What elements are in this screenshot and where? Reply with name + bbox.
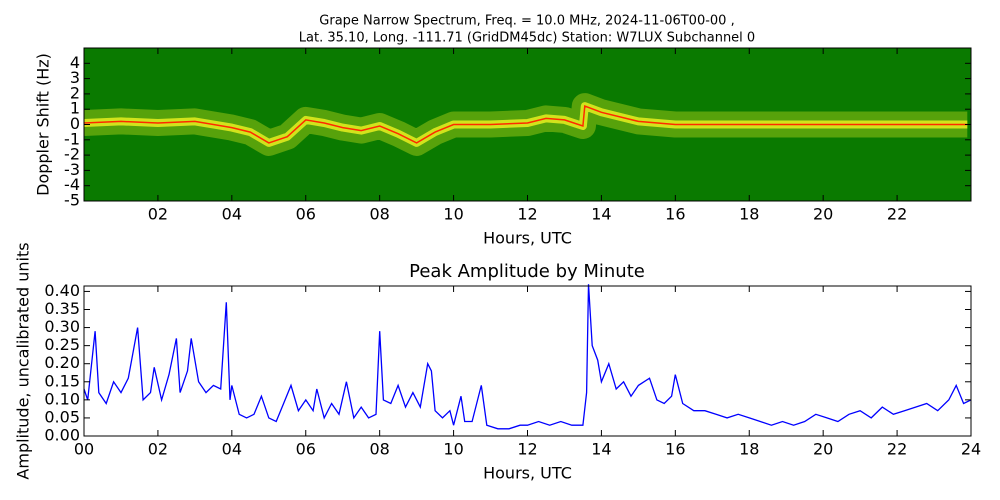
y-tick-label: -5 — [64, 191, 80, 210]
x-tick-label: 18 — [739, 205, 759, 224]
y-axis-label: Doppler Shift (Hz) — [34, 53, 53, 196]
x-tick-label: 14 — [591, 440, 611, 459]
amplitude-line — [83, 284, 972, 430]
plot-frame — [83, 285, 972, 437]
chart-subtitle: Lat. 35.10, Long. -111.71 (GridDM45dc) S… — [299, 31, 755, 46]
plot — [84, 48, 971, 201]
y-tick-label: 4 — [70, 53, 80, 72]
y-tick-label: 3 — [70, 68, 80, 87]
doppler-trace — [84, 105, 968, 144]
y-tick-label: 0 — [70, 114, 80, 133]
x-tick-label: 14 — [591, 205, 611, 224]
x-tick-label: 20 — [813, 440, 833, 459]
x-axis-label: Hours, UTC — [483, 464, 572, 483]
x-axis-label: Hours, UTC — [483, 229, 572, 248]
x-tick-label: 16 — [665, 205, 685, 224]
x-tick-label: 16 — [665, 440, 685, 459]
x-tick-label: 20 — [813, 205, 833, 224]
y-axis-label: Amplitude, uncalibrated units — [14, 242, 33, 479]
x-tick-label: 08 — [369, 205, 389, 224]
y-tick-label: 0.25 — [44, 335, 80, 354]
y-tick-label: 0.40 — [44, 281, 80, 300]
x-tick-label: 18 — [739, 440, 759, 459]
y-tick-label: 2 — [70, 83, 80, 102]
y-tick-label: -3 — [64, 160, 80, 179]
x-tick-label: 10 — [443, 440, 463, 459]
chart-title: Peak Amplitude by Minute — [409, 261, 645, 282]
y-tick-label: 0.10 — [44, 389, 80, 408]
x-tick-label: 12 — [517, 440, 537, 459]
y-tick-label: -1 — [64, 129, 80, 148]
x-tick-label: 04 — [222, 205, 242, 224]
x-tick-label: 08 — [369, 440, 389, 459]
x-tick-label: 22 — [887, 440, 907, 459]
x-tick-label: 22 — [887, 205, 907, 224]
x-tick-label: 02 — [148, 205, 168, 224]
y-tick-label: 0.15 — [44, 371, 80, 390]
plot — [83, 284, 972, 430]
x-tick-label: 06 — [296, 440, 316, 459]
y-tick-label: -2 — [64, 145, 80, 164]
chart-title: Grape Narrow Spectrum, Freq. = 10.0 MHz,… — [319, 14, 734, 29]
x-tick-label: 10 — [443, 205, 463, 224]
x-tick-label: 00 — [74, 440, 94, 459]
y-tick-label: 0.00 — [44, 426, 80, 445]
y-tick-label: 0.20 — [44, 353, 80, 372]
x-tick-label: 04 — [222, 440, 242, 459]
x-tick-label: 12 — [517, 205, 537, 224]
y-tick-label: 0.05 — [44, 407, 80, 426]
y-tick-label: 1 — [70, 99, 80, 118]
y-tick-label: 0.35 — [44, 299, 80, 318]
y-tick-label: 0.30 — [44, 317, 80, 336]
x-tick-label: 02 — [148, 440, 168, 459]
y-tick-label: -4 — [64, 175, 80, 194]
x-tick-label: 06 — [296, 205, 316, 224]
x-tick-label: 24 — [961, 440, 981, 459]
